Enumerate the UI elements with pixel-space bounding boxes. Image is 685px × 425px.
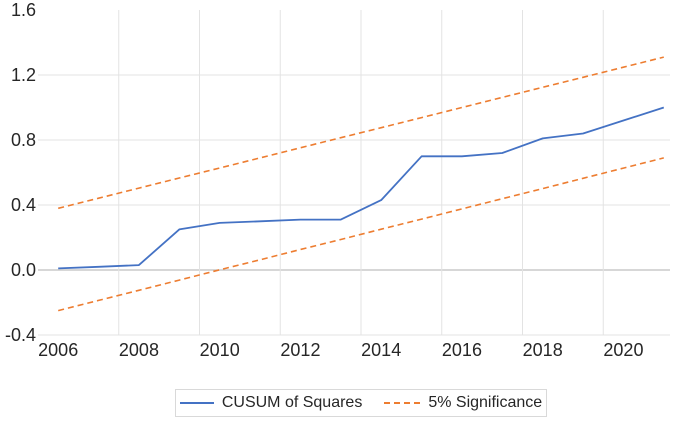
x-tick-label: 2006 [38, 340, 78, 360]
y-tick-label: 0.8 [11, 130, 36, 150]
x-tick-label: 2020 [603, 340, 643, 360]
y-tick-label: 0.4 [11, 195, 36, 215]
y-tick-label: 1.2 [11, 65, 36, 85]
cusum-of-squares-line [58, 106, 665, 270]
significance-line-swatch [384, 402, 421, 404]
legend: CUSUM of Squares 5% Significance [175, 389, 547, 417]
x-tick-label: 2018 [523, 340, 563, 360]
legend-label-significance: 5% Significance [428, 394, 543, 411]
legend-label-cusum: CUSUM of Squares [221, 394, 363, 411]
significance-upper-line [58, 56, 664, 210]
x-tick-label: 2014 [361, 340, 401, 360]
x-tick-label: 2008 [119, 340, 159, 360]
y-tick-label: -0.4 [5, 325, 36, 345]
x-tick-label: 2010 [200, 340, 240, 360]
legend-item-cusum: CUSUM of Squares [179, 394, 363, 412]
x-tick-label: 2012 [280, 340, 320, 360]
cusum-line-swatch [179, 402, 214, 404]
legend-item-significance: 5% Significance [384, 394, 542, 412]
significance-lower-line [58, 157, 664, 312]
x-tick-label: 2016 [442, 340, 482, 360]
y-tick-label: 1.6 [11, 0, 36, 20]
y-tick-label: 0.0 [11, 260, 36, 280]
